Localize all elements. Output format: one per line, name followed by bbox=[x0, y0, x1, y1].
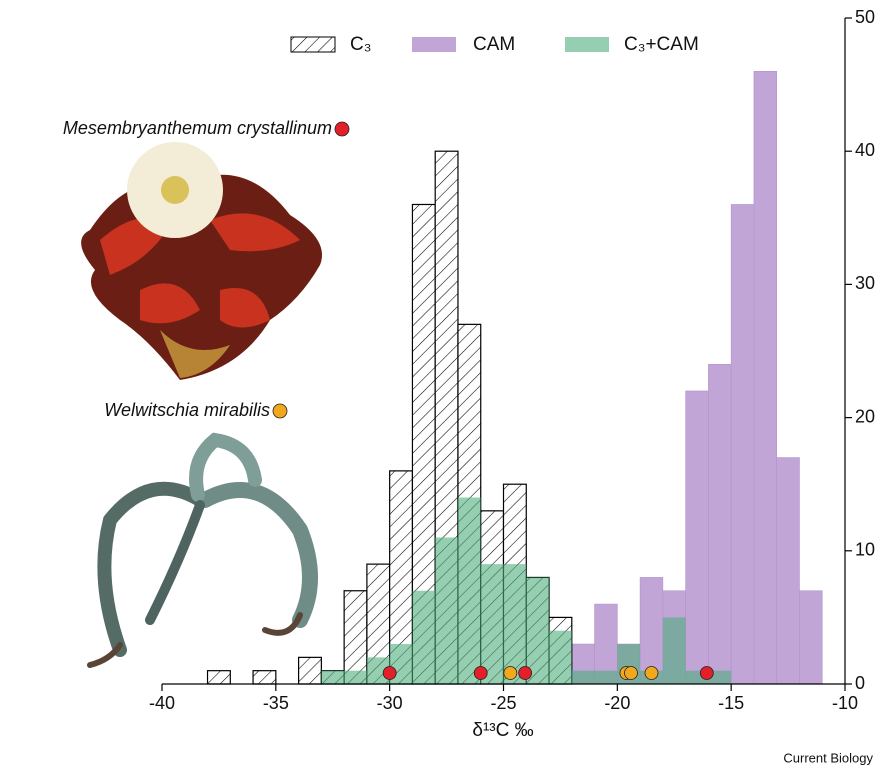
x-tick-label: -25 bbox=[490, 693, 516, 713]
plant-photo-welwitschia bbox=[90, 440, 310, 665]
legend-label: C₃+CAM bbox=[624, 34, 699, 55]
histogram-bar bbox=[708, 364, 731, 684]
x-axis-label: δ¹³C ‰ bbox=[472, 720, 533, 741]
y-tick-label: 20 bbox=[855, 406, 875, 426]
species-marker bbox=[519, 667, 532, 680]
histogram-bar bbox=[663, 617, 686, 684]
histogram-bar bbox=[344, 591, 367, 684]
histogram-bar bbox=[253, 671, 276, 684]
histogram-bar bbox=[595, 671, 618, 684]
histogram-bar bbox=[549, 631, 572, 684]
legend-label: CAM bbox=[473, 34, 515, 55]
y-tick-label: 30 bbox=[855, 273, 875, 293]
species-label: Mesembryanthemum crystallinum bbox=[63, 118, 332, 138]
x-tick-label: -20 bbox=[604, 693, 630, 713]
plant-photo-mesembryanthemum bbox=[81, 142, 322, 380]
species-swatch bbox=[273, 404, 287, 418]
histogram-bar bbox=[458, 498, 481, 684]
source-label: Current Biology bbox=[783, 750, 873, 765]
x-tick-label: -15 bbox=[718, 693, 744, 713]
histogram-bar bbox=[754, 71, 777, 684]
histogram-bar bbox=[208, 671, 231, 684]
x-tick-label: -40 bbox=[149, 693, 175, 713]
species-swatch bbox=[335, 122, 349, 136]
species-marker bbox=[700, 667, 713, 680]
species-marker bbox=[383, 667, 396, 680]
histogram-bar bbox=[777, 458, 800, 684]
histogram-bar bbox=[435, 537, 458, 684]
histogram-bar bbox=[299, 657, 322, 684]
legend-swatch bbox=[412, 37, 456, 52]
histogram-bar bbox=[686, 391, 709, 684]
histogram-bar bbox=[321, 671, 344, 684]
histogram-bar bbox=[412, 591, 435, 684]
histogram-bar bbox=[799, 591, 822, 684]
species-marker bbox=[504, 667, 517, 680]
y-tick-label: 10 bbox=[855, 540, 875, 560]
histogram-bar bbox=[504, 564, 527, 684]
histogram-bar bbox=[731, 204, 754, 684]
legend-swatch bbox=[565, 37, 609, 52]
y-tick-label: 40 bbox=[855, 140, 875, 160]
chart: Mesembryanthemum crystallinum Welwitschia… bbox=[0, 0, 885, 768]
species-marker bbox=[645, 667, 658, 680]
legend-swatch bbox=[291, 37, 335, 52]
y-tick-label: 50 bbox=[855, 7, 875, 27]
x-tick-label: -35 bbox=[263, 693, 289, 713]
legend-label: C₃ bbox=[350, 34, 371, 55]
x-tick-label: -10 bbox=[832, 693, 858, 713]
x-tick-label: -30 bbox=[377, 693, 403, 713]
histogram-bar bbox=[572, 671, 595, 684]
y-tick-label: 0 bbox=[855, 673, 865, 693]
histogram-bar bbox=[481, 564, 504, 684]
species-marker bbox=[624, 667, 637, 680]
species-marker bbox=[474, 667, 487, 680]
species-label: Welwitschia mirabilis bbox=[104, 400, 270, 420]
histogram-bar bbox=[344, 671, 367, 684]
